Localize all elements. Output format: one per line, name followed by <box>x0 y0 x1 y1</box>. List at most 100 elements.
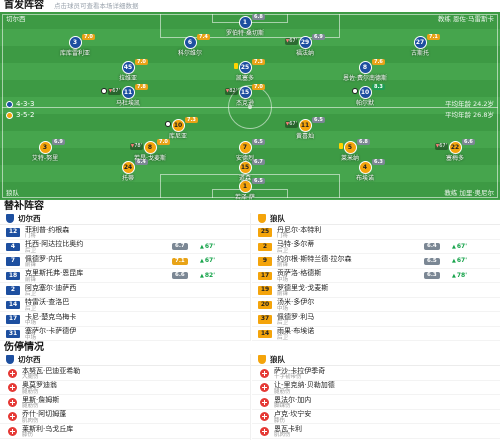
injury-row[interactable]: 莱斯利·乌戈丘库 膝伤 <box>0 424 250 439</box>
player-name: 让-里克纳·贝勒加德 <box>274 381 335 389</box>
player-name: 拉维亚 <box>118 74 137 82</box>
player-marker[interactable]: 8若昂·戈麦斯 7.0 78' <box>110 138 190 163</box>
injury-row[interactable]: 萨沙·卡拉伊季奇 十字韧带伤 <box>252 366 500 381</box>
jersey-number: 17 <box>258 271 272 280</box>
home-team-name: 切尔西 <box>6 15 26 23</box>
subs-home-header[interactable]: 切尔西 <box>6 213 41 224</box>
sub-minute: 78' <box>134 143 142 149</box>
sub-row[interactable]: 14 雨果·布埃诺 后卫 <box>252 327 500 341</box>
player-events: 67' <box>434 142 448 150</box>
player-rating: 6.9 <box>312 33 325 40</box>
player-marker[interactable]: 6 科尔维尔 7.4 <box>150 33 230 58</box>
player-name: 奥莫罗迪翁 <box>22 381 57 389</box>
player-marker[interactable]: 25 凯塞多 7.3 <box>205 58 285 83</box>
sub-minute: 67' <box>439 143 447 149</box>
player-marker[interactable]: 7 安德烈 6.5 <box>205 138 285 163</box>
sub-row[interactable]: 12 菲利普·约根森 门将 <box>0 225 250 240</box>
penalty-box-bottom <box>160 174 340 198</box>
player-number: 1 <box>238 15 252 29</box>
player-number: 15 <box>238 85 252 99</box>
injury-row[interactable]: 本努瓦·巴迪亚希勒 大腿伤 <box>0 366 250 381</box>
injury-row[interactable]: 恩法尔·加内 脚踝伤 <box>252 395 500 410</box>
player-marker[interactable]: 8 恩佐·费尔南德斯 7.6 <box>325 58 405 83</box>
injury-row[interactable]: 里斯·詹姆斯 腿筋伤 <box>0 395 250 410</box>
player-marker[interactable]: 1 罗伯特·桑切斯 6.8 <box>205 13 285 38</box>
player-marker[interactable]: 10 帕尔默 8.3 <box>325 83 405 108</box>
player-rating: 6.4 <box>135 158 148 165</box>
player-name: 库尼亚 <box>168 132 187 140</box>
player-marker[interactable]: 5 莱米纳 6.8 <box>310 138 390 163</box>
player-number: 11 <box>298 118 312 132</box>
injury-row[interactable]: 奥莫罗迪翁 腿筋伤 <box>0 381 250 395</box>
sub-minute: 67' <box>204 257 216 264</box>
sub-on-badge: 67' <box>200 257 215 265</box>
sub-row[interactable]: 2 阿克塞尔·迪萨西 后卫 <box>0 283 250 298</box>
player-marker[interactable]: 1 若泽·萨 6.5 <box>205 177 285 200</box>
player-name: 佩德罗·利马 <box>277 312 315 321</box>
player-marker[interactable]: 3 艾特-努里 6.9 <box>5 138 85 163</box>
player-name: 马杜埃凯 <box>115 99 140 107</box>
injury-row[interactable]: 卢克·坎宁安 膝伤 <box>252 410 500 424</box>
sub-row[interactable]: 25 丹尼尔·本特利 门将 <box>252 225 500 240</box>
medical-icon <box>260 426 269 436</box>
sub-minute: 67' <box>456 242 468 250</box>
player-marker[interactable]: 15 道森 6.7 <box>205 158 285 183</box>
sub-row[interactable]: 14 特雷沃·查洛巴 后卫 <box>0 298 250 312</box>
center-circle <box>228 85 272 129</box>
medical-icon <box>260 397 269 407</box>
medical-icon <box>8 383 17 392</box>
player-number: 11 <box>121 85 135 99</box>
player-name: 卢克·坎宁安 <box>274 410 312 418</box>
player-position: 中场 <box>277 305 289 312</box>
player-name: 本努瓦·巴迪亚希勒 <box>22 366 81 375</box>
sub-on-badge: 82' <box>200 272 215 280</box>
sub-row[interactable]: 17 卡尼·楚克乌梅卡 中场 <box>0 312 250 327</box>
player-name: 托蒂 <box>121 174 134 182</box>
player-marker[interactable]: 4 布埃诺 6.3 <box>325 158 405 183</box>
injury-row[interactable]: 恩瓦卡利 肌肉伤 <box>252 424 500 439</box>
sub-on-icon <box>200 257 204 265</box>
team-badge-icon <box>6 214 14 223</box>
player-marker[interactable]: 45 拉维亚 7.0 <box>88 58 168 83</box>
sub-row[interactable]: 19 罗德里戈·戈麦斯 前锋 <box>252 283 500 298</box>
player-events: 67' <box>100 87 121 95</box>
sub-on-badge: 78' <box>452 272 467 280</box>
player-events: 82' <box>224 87 238 95</box>
player-number: 10 <box>171 118 185 132</box>
sub-row[interactable]: 37 佩德罗·利马 后卫 <box>252 312 500 327</box>
jersey-number: 25 <box>258 228 272 237</box>
player-name: 布埃诺 <box>355 174 374 182</box>
injury-row[interactable]: 乔什·阿切姆蓬 肌肉伤 <box>0 410 250 424</box>
player-marker[interactable]: 3 库库雷利亚 7.0 <box>35 33 115 58</box>
injuries-home-header[interactable]: 切尔西 <box>6 354 41 365</box>
subs-away-header[interactable]: 狼队 <box>258 213 285 224</box>
sub-row[interactable]: 20 汤米·多伊尔 中场 <box>252 298 500 312</box>
sub-minute: 67' <box>289 121 297 127</box>
player-marker[interactable]: 27 古斯托 7.1 <box>380 33 460 58</box>
player-marker[interactable]: 10 库尼亚 7.3 <box>138 116 218 141</box>
player-name: 约尔根·斯特兰德·拉尔森 <box>277 254 352 263</box>
injury-row[interactable]: 让-里克纳·贝勒加德 腿筋伤 <box>252 381 500 395</box>
player-marker[interactable]: 24 托蒂 6.4 <box>88 158 168 183</box>
player-name: 罗伯特·桑切斯 <box>226 29 264 37</box>
sub-row[interactable]: 31 塞萨尔·卡萨德伊 中场 <box>0 327 250 341</box>
player-name: 恩瓦卡利 <box>274 424 302 433</box>
player-number: 29 <box>298 35 312 49</box>
player-name: 科尔维尔 <box>177 49 202 57</box>
player-rating: 6.5 <box>424 257 440 265</box>
injuries-away-header[interactable]: 狼队 <box>258 354 285 365</box>
subs-title: 替补阵容 <box>4 201 44 212</box>
away-formation-text: 3-5-2 <box>16 111 35 119</box>
home-formation: 4-3-3 <box>6 100 34 109</box>
